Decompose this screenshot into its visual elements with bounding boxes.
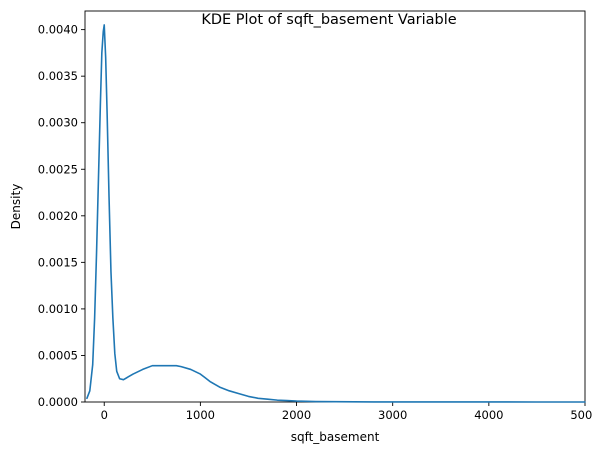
x-tick-label: 0 (101, 408, 108, 422)
x-axis-label: sqft_basement (291, 430, 380, 444)
y-tick-label: 0.0005 (38, 348, 78, 362)
x-tick-label: 2000 (282, 408, 311, 422)
y-tick-label: 0.0030 (38, 116, 78, 130)
y-axis: 0.0000 0.0005 0.0010 0.0015 0.0020 0.0025 0.00… (38, 23, 85, 409)
y-tick-label: 0.0015 (38, 255, 78, 269)
y-tick-label: 0.0035 (38, 69, 78, 83)
y-tick-label: 0.0025 (38, 162, 78, 176)
y-tick-label: 0.0000 (38, 395, 78, 409)
x-tick-label: 3000 (378, 408, 407, 422)
y-tick-label: 0.0020 (38, 209, 78, 223)
y-axis-label: Density (9, 184, 23, 230)
y-tick-label: 0.0010 (38, 302, 78, 316)
kde-density-line (86, 24, 586, 403)
plot-area-frame (84, 10, 586, 403)
x-tick-label: 1000 (186, 408, 215, 422)
chart-title: KDE Plot of sqft_basement Variable (201, 12, 456, 28)
x-tick-label: 4000 (474, 408, 503, 422)
y-tick-label: 0.0040 (38, 23, 78, 37)
